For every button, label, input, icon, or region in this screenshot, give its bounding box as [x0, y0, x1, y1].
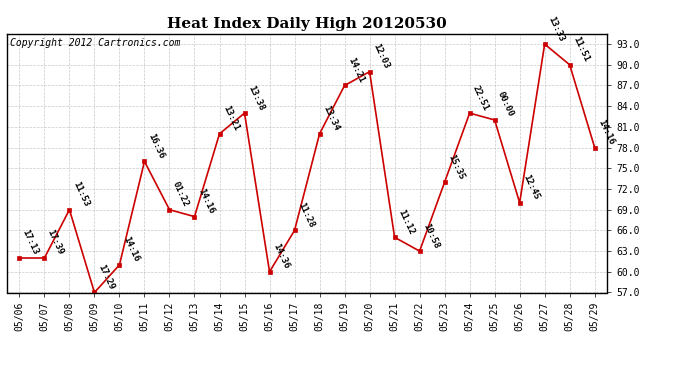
Text: 13:38: 13:38 [246, 84, 266, 112]
Text: 11:12: 11:12 [396, 208, 415, 236]
Text: 14:16: 14:16 [121, 236, 140, 264]
Text: 17:13: 17:13 [21, 228, 40, 256]
Text: 13:33: 13:33 [546, 15, 566, 43]
Text: 12:45: 12:45 [521, 173, 540, 201]
Text: 14:21: 14:21 [346, 56, 366, 84]
Text: 10:58: 10:58 [421, 222, 440, 250]
Text: 11:53: 11:53 [71, 180, 90, 208]
Text: 13:21: 13:21 [221, 104, 240, 132]
Text: 14:16: 14:16 [196, 187, 215, 215]
Text: 14:36: 14:36 [271, 242, 290, 270]
Text: 14:16: 14:16 [596, 118, 615, 146]
Text: 00:00: 00:00 [496, 90, 515, 118]
Text: 17:39: 17:39 [46, 228, 66, 256]
Text: 11:28: 11:28 [296, 201, 315, 229]
Text: 17:29: 17:29 [96, 263, 115, 291]
Title: Heat Index Daily High 20120530: Heat Index Daily High 20120530 [167, 17, 447, 31]
Text: 22:51: 22:51 [471, 84, 491, 112]
Text: Copyright 2012 Cartronics.com: Copyright 2012 Cartronics.com [10, 38, 180, 48]
Text: 16:36: 16:36 [146, 132, 166, 160]
Text: 12:03: 12:03 [371, 42, 391, 70]
Text: 15:35: 15:35 [446, 153, 466, 181]
Text: 13:34: 13:34 [321, 104, 340, 132]
Text: 11:51: 11:51 [571, 35, 591, 63]
Text: 01:22: 01:22 [171, 180, 190, 208]
